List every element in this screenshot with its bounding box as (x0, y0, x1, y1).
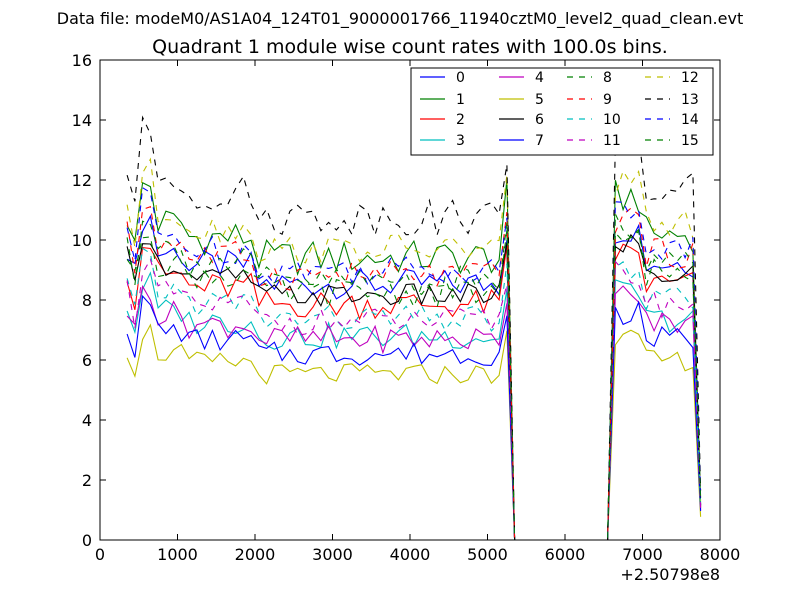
x-tick-label: 5000 (467, 545, 508, 564)
x-tick-label: 2000 (235, 545, 276, 564)
legend-label-14: 14 (681, 112, 699, 128)
y-tick-label: 0 (82, 531, 92, 550)
y-tick-label: 14 (72, 111, 92, 130)
x-offset-label: +2.50798e8 (620, 565, 720, 584)
y-tick-label: 12 (72, 171, 92, 190)
legend-label-4: 4 (535, 70, 544, 86)
y-tick-label: 10 (72, 231, 92, 250)
legend-label-5: 5 (535, 92, 544, 108)
legend-label-13: 13 (681, 92, 699, 108)
y-tick-label: 6 (82, 351, 92, 370)
legend-label-1: 1 (456, 92, 465, 108)
series-line-6 (126, 233, 702, 540)
series-line-15 (126, 213, 702, 540)
legend-label-7: 7 (535, 133, 544, 149)
y-tick-label: 4 (82, 411, 92, 430)
y-tick-label: 2 (82, 471, 92, 490)
series-line-1 (126, 179, 702, 540)
series-line-4 (126, 284, 702, 540)
y-tick-label: 16 (72, 51, 92, 70)
series-line-9 (126, 205, 702, 540)
legend-label-12: 12 (681, 70, 699, 86)
x-tick-label: 3000 (312, 545, 353, 564)
legend-label-3: 3 (456, 133, 465, 149)
chart-suptitle: Data file: modeM0/AS1A04_124T01_90000017… (57, 9, 743, 29)
series-line-0 (126, 214, 702, 540)
legend-label-6: 6 (535, 112, 544, 128)
legend-label-8: 8 (603, 70, 612, 86)
series-line-8 (126, 228, 702, 540)
legend-label-15: 15 (681, 133, 699, 149)
legend-label-9: 9 (603, 92, 612, 108)
series-line-10 (126, 247, 702, 540)
x-tick-label: 1000 (157, 545, 198, 564)
series-line-7 (126, 294, 702, 540)
legend-label-2: 2 (456, 112, 465, 128)
legend-label-11: 11 (603, 133, 621, 149)
x-tick-label: 6000 (545, 545, 586, 564)
series-line-14 (126, 186, 702, 540)
x-tick-label: 8000 (700, 545, 741, 564)
chart-title: Quadrant 1 module wise count rates with … (152, 36, 668, 58)
y-tick-label: 8 (82, 291, 92, 310)
x-tick-label: 0 (95, 545, 105, 564)
legend-label-10: 10 (603, 112, 621, 128)
legend-label-0: 0 (456, 70, 465, 86)
series-line-2 (126, 243, 702, 540)
x-tick-label: 7000 (622, 545, 663, 564)
x-tick-label: 4000 (390, 545, 431, 564)
series-line-5 (126, 323, 702, 540)
